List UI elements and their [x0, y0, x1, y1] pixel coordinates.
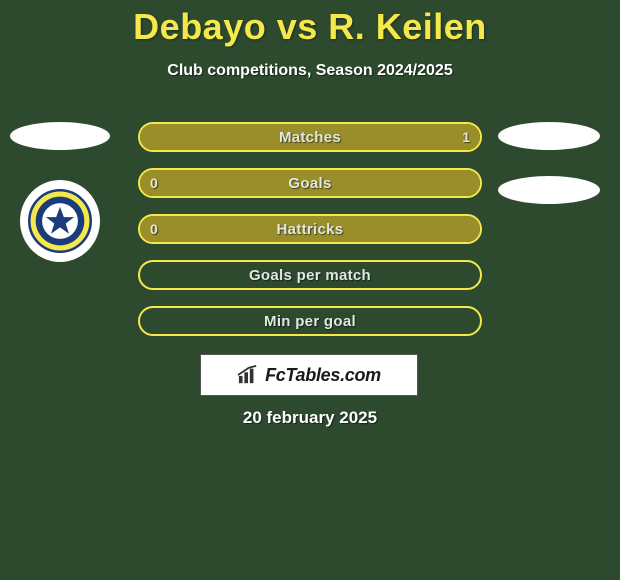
stat-row: Goals0: [138, 168, 482, 198]
club-crest-left: LUFC: [20, 180, 100, 262]
stat-row: Matches1: [138, 122, 482, 152]
stat-row: Hattricks0: [138, 214, 482, 244]
stats-container: Matches1Goals0Hattricks0Goals per matchM…: [138, 122, 482, 352]
crest-icon: LUFC: [28, 189, 92, 253]
page-title: Debayo vs R. Keilen: [0, 0, 620, 48]
oval-top-right: [498, 122, 600, 150]
chart-icon: [237, 365, 259, 385]
oval-top-left: [10, 122, 110, 150]
oval-mid-right: [498, 176, 600, 204]
svg-text:LUFC: LUFC: [53, 199, 67, 205]
date-text: 20 february 2025: [0, 408, 620, 428]
stat-label: Goals per match: [140, 262, 480, 288]
stat-value-left: 0: [150, 170, 158, 196]
stat-label: Hattricks: [140, 216, 480, 242]
stat-row: Min per goal: [138, 306, 482, 336]
stat-label: Matches: [140, 124, 480, 150]
stat-row: Goals per match: [138, 260, 482, 290]
brand-text: FcTables.com: [265, 365, 381, 386]
stat-label: Goals: [140, 170, 480, 196]
stat-value-right: 1: [462, 124, 470, 150]
brand-box[interactable]: FcTables.com: [200, 354, 418, 396]
stat-value-left: 0: [150, 216, 158, 242]
subtitle: Club competitions, Season 2024/2025: [0, 62, 620, 80]
stat-label: Min per goal: [140, 308, 480, 334]
